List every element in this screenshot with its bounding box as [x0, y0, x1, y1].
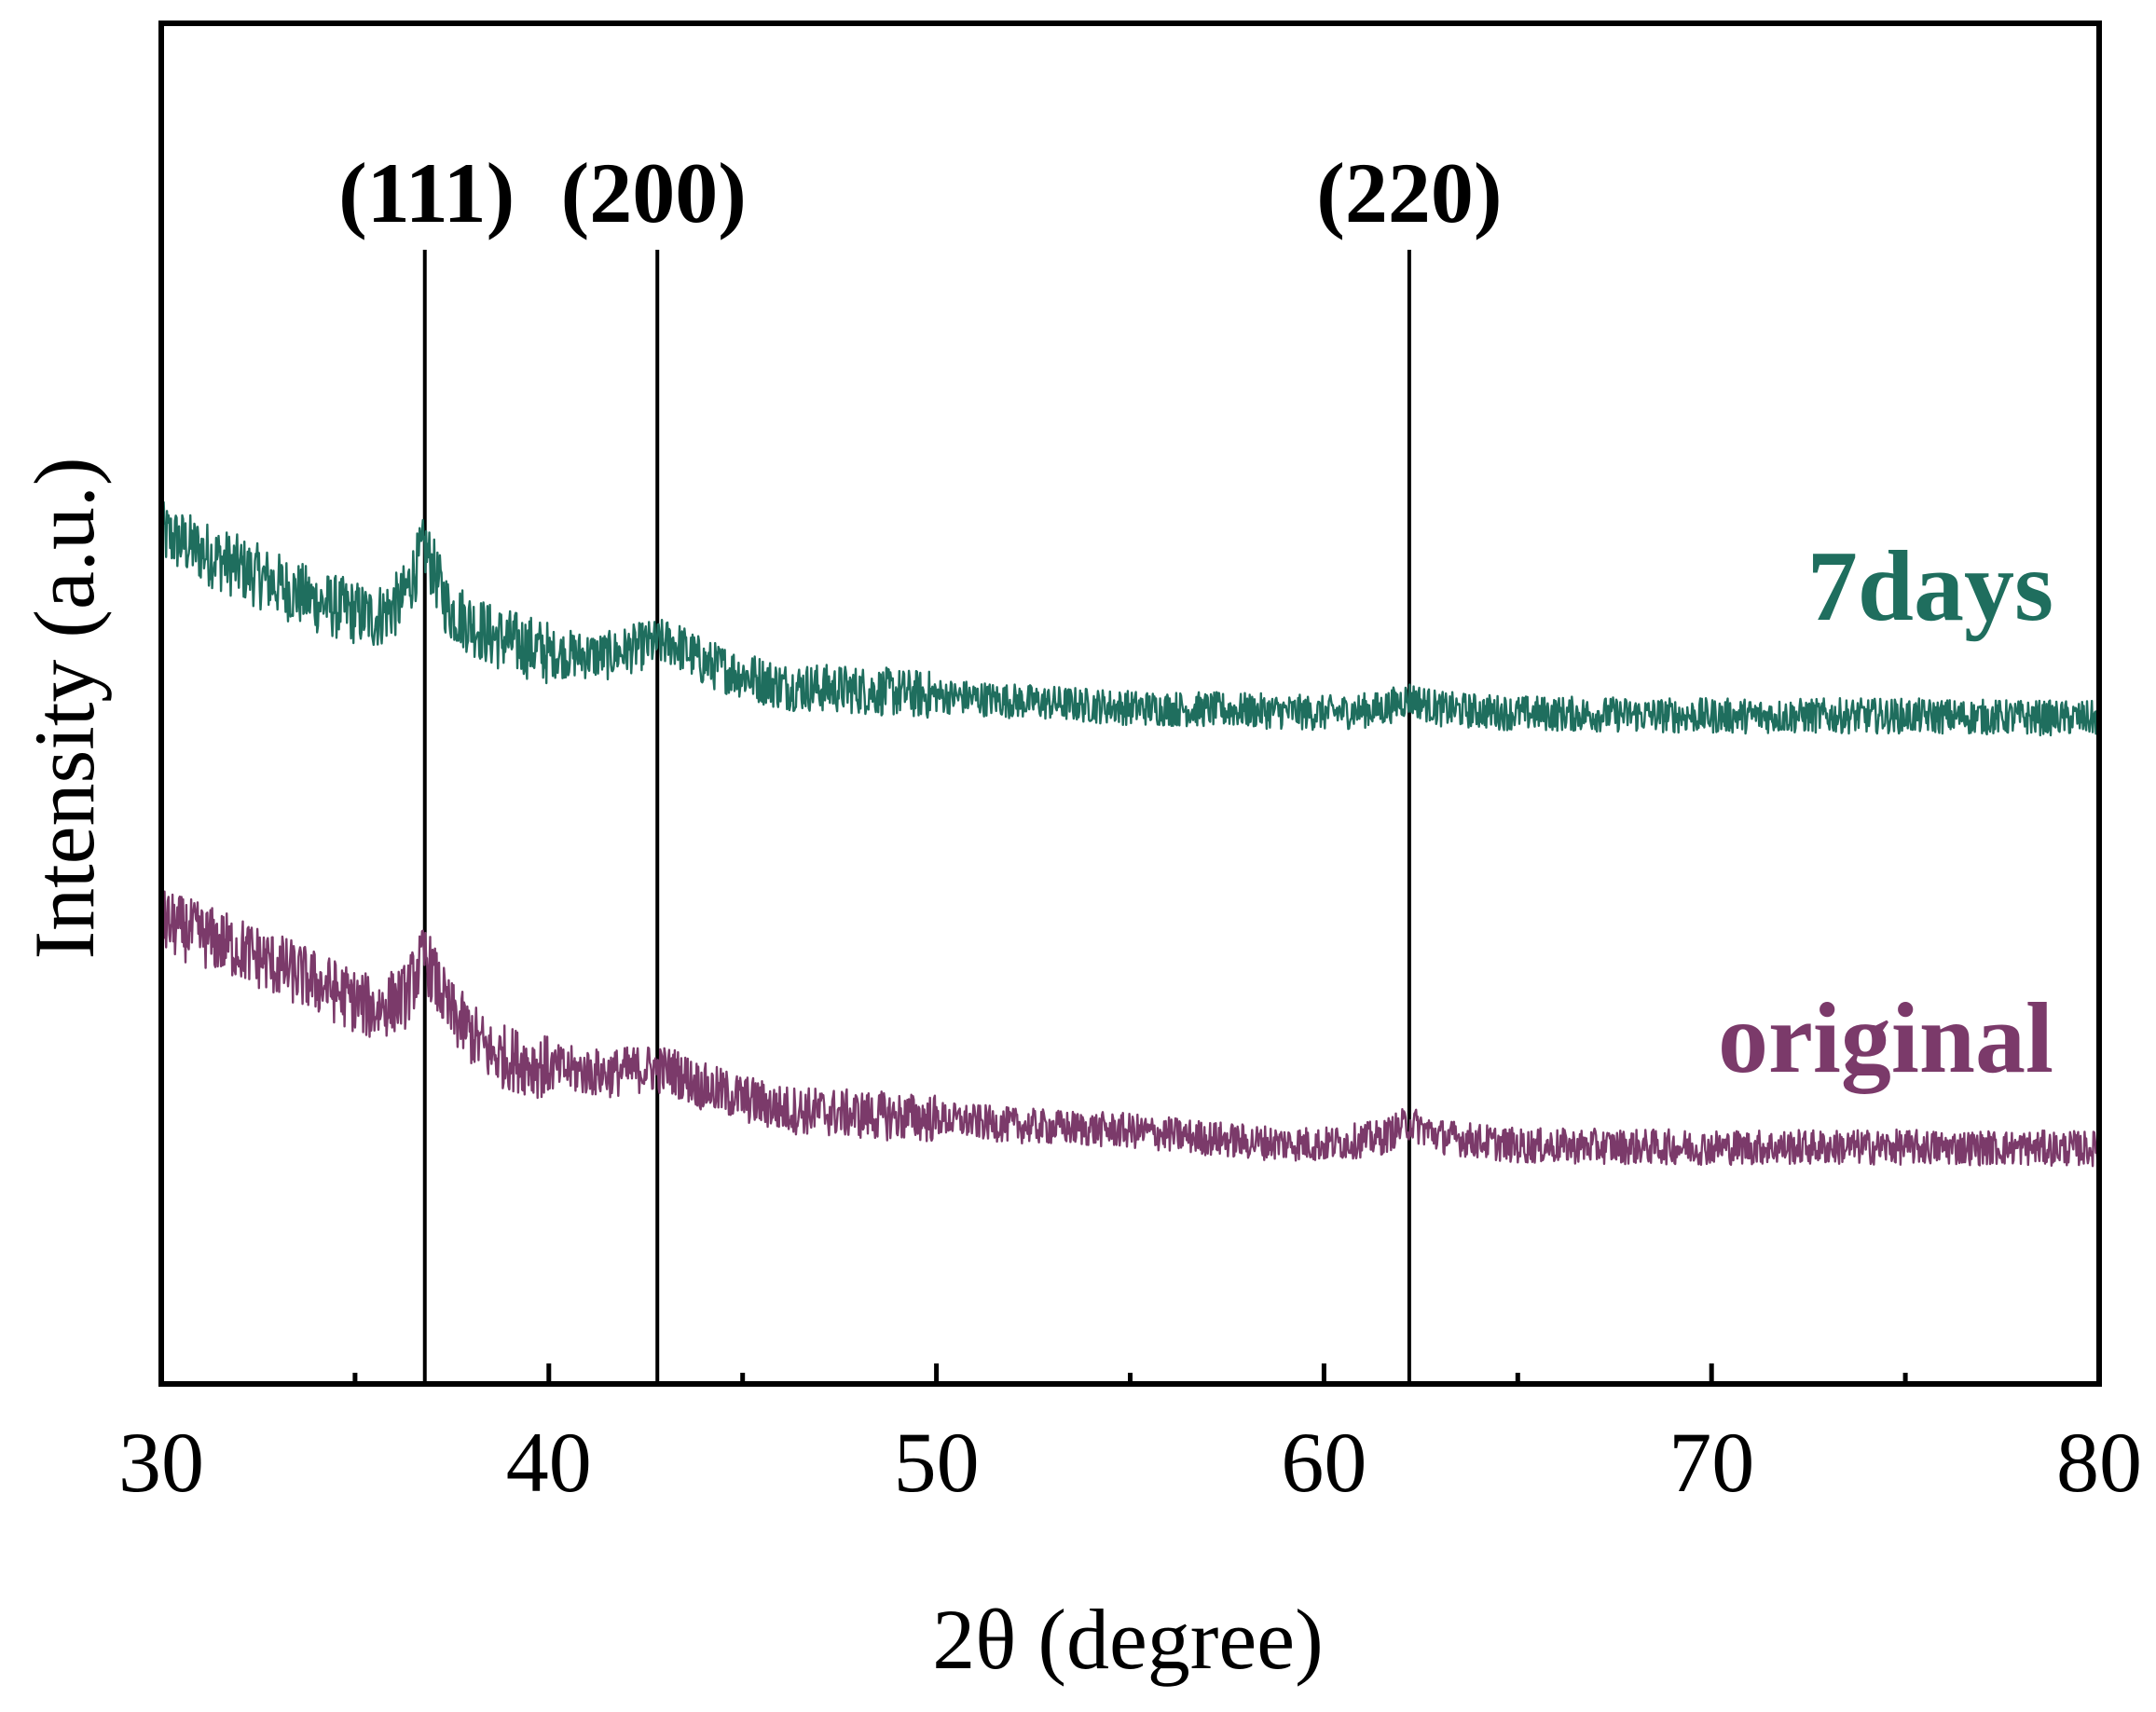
x-axis-ticks: 30 40 50 60 70 80 [118, 1363, 2142, 1510]
series-line-original [159, 890, 2101, 1168]
y-axis-label: Intensity (a.u.) [17, 457, 112, 959]
x-tick-label-70: 70 [1668, 1415, 1754, 1510]
x-tick-label-40: 40 [506, 1415, 592, 1510]
x-tick-label-50: 50 [894, 1415, 980, 1510]
peak-label-2: (220) [1316, 145, 1502, 240]
series-label-7days: 7days [1807, 531, 2053, 642]
peak-label-1: (200) [561, 145, 747, 240]
x-tick-label-80: 80 [2056, 1415, 2142, 1510]
peak-labels: (111) (200) (220) [338, 145, 1502, 240]
plot-content [159, 250, 2101, 1384]
x-tick-label-60: 60 [1281, 1415, 1366, 1510]
series-line-7days [159, 500, 2101, 737]
series-labels: 7days original [1718, 531, 2053, 1094]
x-tick-label-30: 30 [118, 1415, 204, 1510]
x-axis-label: 2θ (degree) [932, 1592, 1323, 1687]
series-label-original: original [1718, 983, 2053, 1094]
peak-label-0: (111) [338, 145, 515, 240]
